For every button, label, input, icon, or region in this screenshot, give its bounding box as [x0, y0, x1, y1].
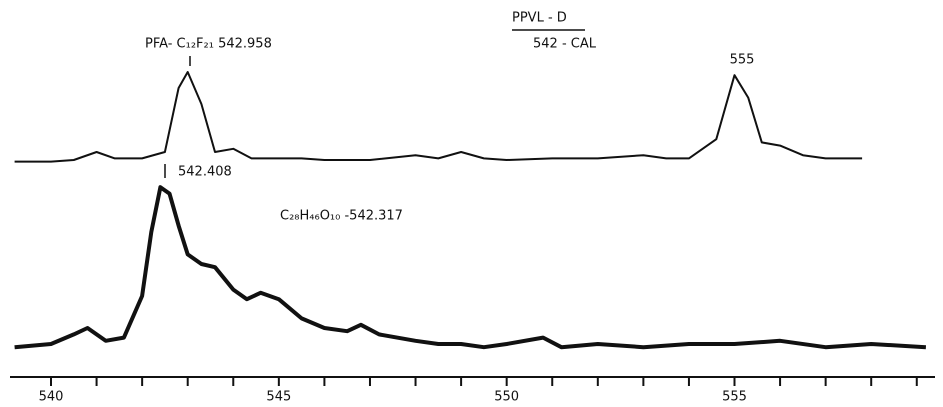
trace — [14, 71, 863, 163]
annotation: PFA- C₁₂F₂₁ 542.958 — [145, 37, 272, 52]
annotation: 555 — [730, 53, 755, 68]
annotation: 542.408 — [178, 165, 232, 180]
x-tick-label: 555 — [722, 390, 747, 405]
x-tick-label: 540 — [39, 390, 64, 405]
annotation: C₂₈H₄₆O₁₀ -542.317 — [280, 209, 403, 224]
x-tick-label: 550 — [494, 390, 519, 405]
x-tick-label: 545 — [266, 390, 291, 405]
annotation: 542 - CAL — [533, 37, 597, 52]
annotation: PPVL - D — [512, 11, 567, 26]
trace — [14, 185, 927, 350]
